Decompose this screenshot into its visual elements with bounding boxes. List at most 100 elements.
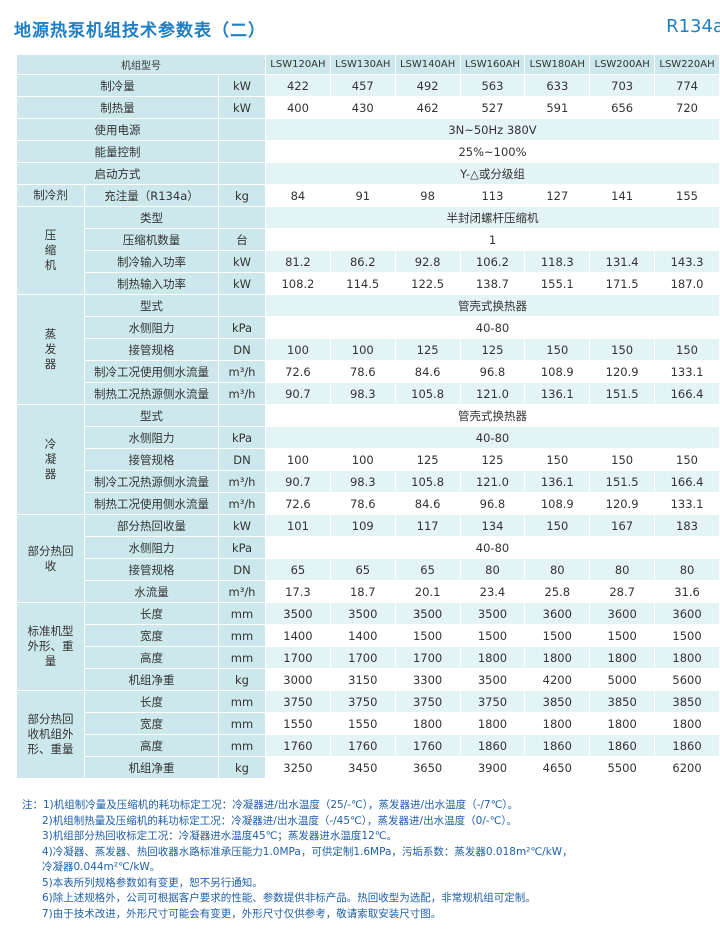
value: 3750 (459, 690, 526, 713)
item-label: 长度 (84, 690, 219, 713)
value: 1760 (265, 734, 331, 757)
value: 3600 (589, 602, 656, 625)
unit: 台 (218, 228, 266, 251)
unit: m³/h (218, 382, 266, 405)
value: 3850 (589, 690, 656, 713)
group-text: 冷凝器 (44, 437, 57, 481)
value: 1400 (265, 624, 331, 647)
spec-row: 冷凝器 型式 管壳式换热器 (16, 404, 720, 515)
value: 65 (329, 558, 396, 581)
value: 109 (329, 514, 396, 537)
value: 150 (589, 448, 656, 471)
unit (218, 162, 266, 185)
value: 1700 (329, 646, 396, 669)
item-label: 充注量（R134a） (84, 184, 219, 207)
value: 1500 (459, 624, 526, 647)
value: 141 (589, 184, 656, 207)
spec-row: 制冷剂 充注量（R134a） kg 84 91 98 113 127 141 155 (16, 184, 720, 207)
value: 138.7 (459, 272, 526, 295)
item-label: 长度 (84, 602, 219, 625)
value: 18.7 (329, 580, 396, 603)
value: 25.8 (524, 580, 591, 603)
model-name: LSW180AH (524, 54, 591, 75)
value: 167 (589, 514, 656, 537)
value: 150 (589, 338, 656, 361)
value: 6200 (654, 756, 720, 779)
unit (218, 206, 266, 229)
value: 1550 (329, 712, 396, 735)
value: 4650 (524, 756, 591, 779)
value: 143.3 (654, 250, 720, 273)
unit: mm (218, 624, 266, 647)
note: 7)由于技术改进，外形尺寸可能会有变更，外形尺寸仅供参考，敬请索取安装尺寸图。 (42, 907, 442, 920)
value: 117 (394, 514, 461, 537)
value: 106.2 (459, 250, 526, 273)
value: 120.9 (589, 360, 656, 383)
value: 91 (329, 184, 396, 207)
unit: kPa (218, 536, 266, 559)
value: 462 (394, 96, 461, 119)
value: 121.0 (459, 470, 526, 493)
unit: m³/h (218, 580, 266, 603)
spec-row: 制冷工况使用侧水流量 m³/h 72.6 78.6 84.6 96.8 108.9 120.9… (17, 360, 720, 383)
value: 108.9 (524, 360, 591, 383)
value: 1860 (524, 734, 591, 757)
value: 65 (265, 558, 331, 581)
unit: kW (218, 96, 266, 119)
value: 187.0 (654, 272, 720, 295)
item-label: 宽度 (84, 712, 219, 735)
item-label: 机组净重 (84, 668, 219, 691)
value: 管壳式换热器 (265, 404, 720, 427)
value: 400 (265, 96, 331, 119)
value: 3000 (265, 668, 331, 691)
value: 166.4 (654, 470, 720, 493)
value: 656 (589, 96, 656, 119)
refrigerant-tag: R134a (666, 16, 720, 37)
value: 81.2 (265, 250, 331, 273)
value: 105.8 (394, 470, 461, 493)
value: 92.8 (394, 250, 461, 273)
spec-row: 高度 mm 1760 1760 1760 1860 1860 1860 1860 (17, 734, 720, 757)
item-label: 水侧阻力 (84, 426, 219, 449)
value: 80 (459, 558, 526, 581)
title: 地源热泵机组技术参数表（二） (14, 21, 266, 41)
group-text: 制冷剂 (33, 188, 68, 202)
spec-row: 制冷工况热源侧水流量 m³/h 90.7 98.3 105.8 121.0 136.1 151… (17, 470, 720, 493)
note: 4)冷凝器、蒸发器、热回收器水路标准承压能力1.0MPa，可供定制1.6MPa，… (42, 845, 573, 858)
item-label: 启动方式 (16, 162, 219, 185)
spec-row: 机组净重 kg 3250 3450 3650 3900 4650 5500 6200 (17, 756, 720, 779)
unit: kW (218, 250, 266, 273)
value: 720 (654, 96, 720, 119)
spec-row: 制热工况热源侧水流量 m³/h 90.7 98.3 105.8 121.0 136.1 151… (17, 382, 720, 405)
value: 1800 (524, 646, 591, 669)
item-label: 使用电源 (16, 118, 219, 141)
spec-row: 制冷输入功率 kW 81.2 86.2 92.8 106.2 118.3 131.4 143.3 (17, 250, 720, 273)
note: 5)本表所列规格参数如有变更，恕不另行通知。 (42, 876, 263, 889)
value: 3500 (394, 602, 461, 625)
spec-row: 宽度 mm 1400 1400 1500 1500 1500 1500 1500 (17, 624, 720, 647)
header-row: 机组型号 LSW120AH LSW130AH LSW140AH LSW160AH LSW1… (16, 54, 720, 75)
value: 105.8 (394, 382, 461, 405)
value: 113 (459, 184, 526, 207)
value: 122.5 (394, 272, 461, 295)
item-label: 机组净重 (84, 756, 219, 779)
item-label: 制冷量 (16, 74, 219, 97)
value: 3500 (459, 602, 526, 625)
value: 1860 (589, 734, 656, 757)
value: 155 (654, 184, 720, 207)
value: 1800 (524, 712, 591, 735)
note: 冷凝器0.044m²℃/kW。 (42, 861, 161, 873)
value: 管壳式换热器 (265, 294, 720, 317)
item-label: 接管规格 (84, 558, 219, 581)
value: 1800 (589, 646, 656, 669)
unit: m³/h (218, 470, 266, 493)
value: 80 (589, 558, 656, 581)
value: 171.5 (589, 272, 656, 295)
value: 80 (654, 558, 720, 581)
spec-row: 制冷量 kW 422 457 492 563 633 703 774 (16, 74, 720, 97)
spec-row: 使用电源 3N~50Hz 380V (16, 118, 720, 141)
value: 3600 (654, 602, 720, 625)
value: 1800 (589, 712, 656, 735)
value: 100 (329, 338, 396, 361)
